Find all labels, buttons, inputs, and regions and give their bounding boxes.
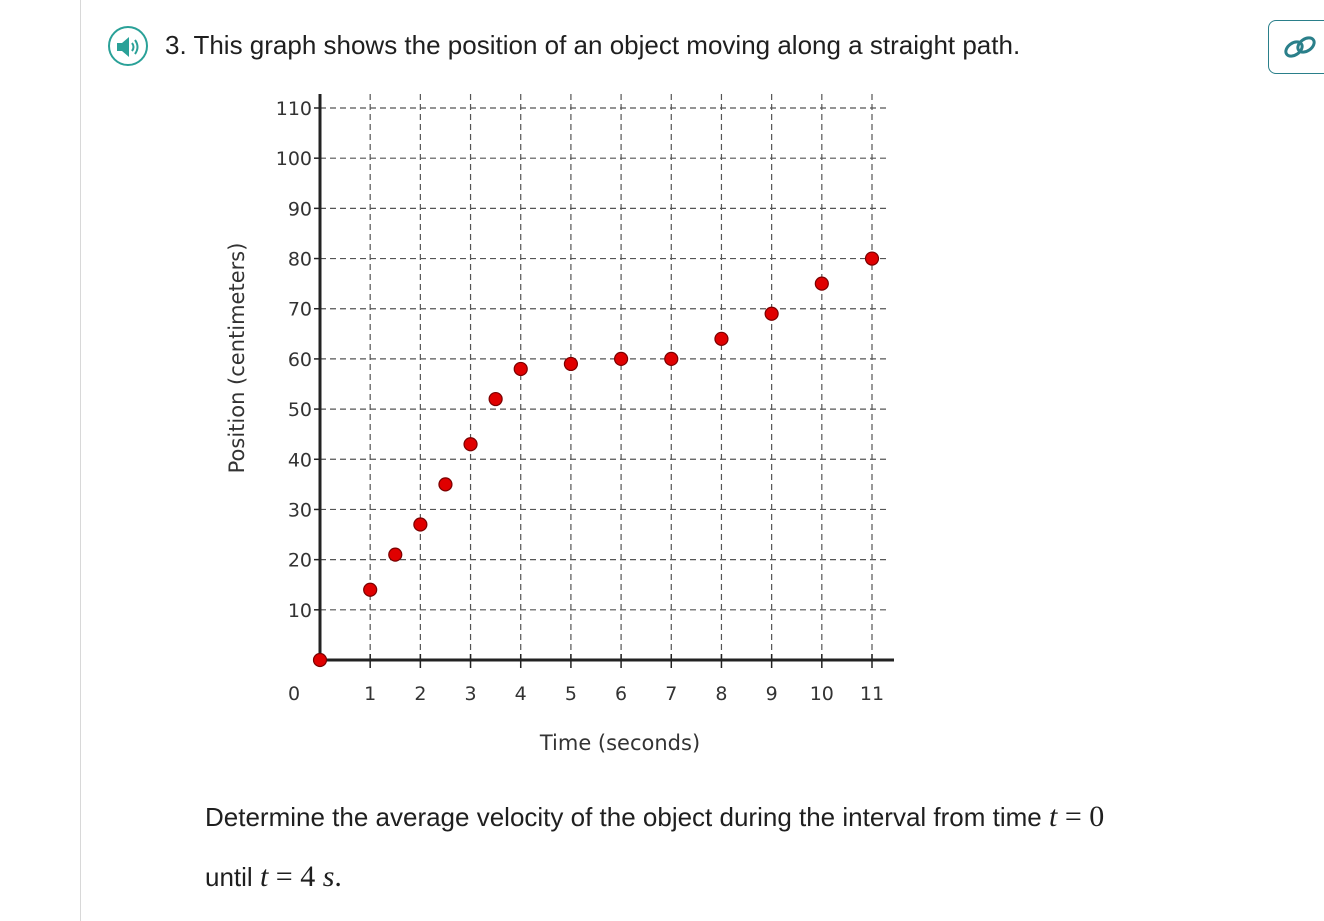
content-left-border: [80, 0, 81, 921]
y-tick-label: 60: [288, 349, 312, 371]
question-number: 3.: [165, 30, 187, 60]
data-point: [388, 547, 403, 562]
data-point: [463, 437, 478, 452]
x-tick-label: 7: [665, 683, 677, 705]
math-expression-2: t = 4 s.: [260, 860, 342, 893]
chart-grid: [320, 94, 888, 660]
data-point: [814, 276, 829, 291]
x-tick-label: 10: [810, 683, 834, 705]
x-axis-ticks: 0 1 2 3 4 5 6 7 8 9 10 11: [288, 654, 884, 705]
data-points: [312, 251, 880, 668]
data-point: [613, 351, 629, 367]
y-tick-label: 90: [288, 198, 312, 220]
data-point: [864, 251, 880, 266]
data-point: [513, 361, 528, 377]
chart-axes: [318, 94, 894, 662]
x-tick-label: 5: [565, 683, 577, 705]
y-tick-label: 110: [276, 98, 312, 120]
data-point: [312, 652, 328, 668]
prompt-line-1: Determine the average velocity of the ob…: [205, 800, 1104, 834]
data-point: [363, 582, 378, 597]
y-axis-ticks: 10 20 30 40 50 60 70 80 90 100 110: [276, 98, 321, 622]
audio-button[interactable]: [108, 26, 148, 66]
y-tick-label: 40: [288, 449, 312, 471]
data-point: [413, 517, 428, 532]
y-tick-label: 100: [276, 148, 312, 170]
math-value-4: = 4: [268, 860, 316, 893]
x-tick-label: 8: [715, 683, 727, 705]
x-tick-label: 0: [288, 683, 300, 705]
prompt-line-2: until t = 4 s.: [205, 860, 342, 894]
data-point: [714, 331, 729, 346]
data-point: [563, 356, 579, 372]
x-tick-label: 3: [464, 683, 476, 705]
y-axis-label: Position (centimeters): [225, 243, 249, 474]
x-tick-label: 4: [515, 683, 527, 705]
y-tick-label: 10: [288, 600, 312, 622]
math-expression-1: t = 0: [1049, 800, 1104, 833]
link-button[interactable]: [1268, 20, 1324, 74]
y-tick-label: 70: [288, 299, 312, 321]
math-value-0: = 0: [1057, 800, 1105, 833]
y-tick-label: 50: [288, 399, 312, 421]
data-point: [664, 351, 679, 367]
y-tick-label: 80: [288, 249, 312, 271]
x-axis-label: Time (seconds): [539, 731, 700, 755]
y-tick-label: 30: [288, 499, 312, 521]
x-tick-label: 9: [766, 683, 778, 705]
speaker-icon: [117, 37, 139, 57]
x-tick-label: 11: [860, 683, 884, 705]
data-point: [488, 391, 503, 407]
x-tick-label: 2: [414, 683, 426, 705]
data-point: [764, 306, 779, 321]
question-title: 3. This graph shows the position of an o…: [165, 28, 1020, 62]
math-unit-s: s: [322, 860, 335, 893]
data-point: [438, 477, 453, 492]
x-tick-label: 1: [364, 683, 376, 705]
math-period: .: [334, 860, 342, 893]
x-tick-label: 6: [615, 683, 627, 705]
y-tick-label: 20: [288, 550, 312, 572]
question-title-text: This graph shows the position of an obje…: [193, 30, 1021, 60]
math-variable-t: t: [1048, 800, 1058, 833]
link-icon: [1284, 36, 1316, 58]
prompt-text-2: until: [205, 862, 253, 892]
prompt-text-1: Determine the average velocity of the ob…: [205, 802, 1042, 832]
math-variable-t: t: [259, 860, 269, 893]
